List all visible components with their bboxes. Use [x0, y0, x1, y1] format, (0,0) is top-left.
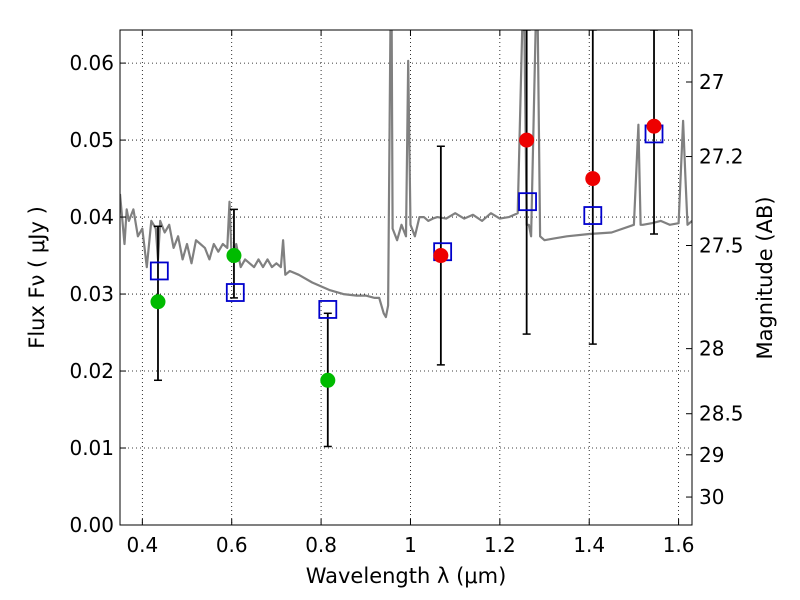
y-tick-label: 0.02	[69, 359, 114, 383]
observed-flux-point	[433, 248, 449, 264]
x-tick-label: 1	[404, 533, 417, 557]
y-tick-label: 0.03	[69, 282, 114, 306]
y2-tick-label: 29	[699, 443, 724, 467]
observed-flux-point	[646, 118, 662, 134]
model-photometry-square	[225, 283, 245, 302]
observed-flux-point	[519, 132, 535, 148]
y-tick-label: 0.06	[69, 51, 114, 75]
y2-axis-label: Magnitude (AB)	[753, 196, 777, 359]
model-photometry-square	[583, 206, 603, 225]
x-tick-label: 0.4	[126, 533, 158, 557]
y2-tick-label: 30	[699, 485, 724, 509]
y2-tick-label: 27.2	[699, 145, 744, 169]
observed-flux-point	[320, 372, 336, 388]
y2-tick-label: 28.5	[699, 402, 744, 426]
x-tick-label: 1.2	[484, 533, 516, 557]
y-tick-label: 0.00	[69, 513, 114, 537]
observed-flux-point	[585, 171, 601, 187]
y-tick-label: 0.04	[69, 205, 114, 229]
y-axis-label: Flux Fν ( μJy )	[25, 206, 49, 349]
model-photometry-square	[318, 300, 338, 319]
y-tick-label: 0.01	[69, 436, 114, 460]
y2-tick-label: 28	[699, 337, 724, 361]
y2-tick-label: 27.5	[699, 233, 744, 257]
observed-flux-point	[150, 294, 166, 310]
tick-layer: 0.4 0.6 0.8 1 1.2 1.4 1.6 0.00 0.01 0.02 0.03 0.04 0…	[69, 30, 744, 557]
x-tick-label: 1.6	[663, 533, 695, 557]
plot-frame	[119, 29, 693, 526]
y2-tick-label: 27	[699, 70, 724, 94]
observed-flux-point	[226, 248, 242, 264]
x-tick-label: 0.6	[216, 533, 248, 557]
model-photometry-square	[518, 192, 537, 212]
x-tick-label: 0.8	[305, 533, 337, 557]
x-axis-label: Wavelength λ (μm)	[306, 564, 507, 588]
x-tick-label: 1.4	[573, 533, 605, 557]
spectrum-layer	[120, 30, 692, 319]
model-photometry-square	[149, 261, 169, 281]
spectrum-line	[120, 30, 692, 319]
marker-layer	[149, 118, 664, 388]
y-tick-label: 0.05	[69, 128, 114, 152]
